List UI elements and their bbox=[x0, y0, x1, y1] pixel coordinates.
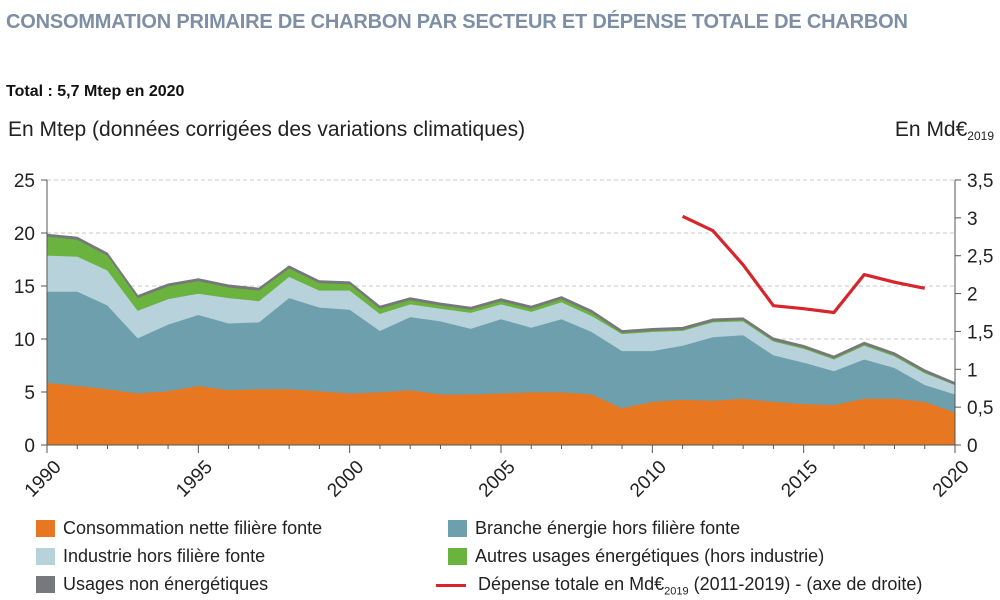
legend-item-branche-energie: Branche énergie hors filière fonte bbox=[448, 518, 740, 539]
legend-swatch bbox=[448, 520, 467, 537]
x-tick-label: 1995 bbox=[172, 457, 217, 502]
legend-swatch bbox=[36, 576, 55, 593]
y-tick-label-right: 0 bbox=[967, 436, 978, 457]
legend-label: Autres usages énergétiques (hors industr… bbox=[475, 546, 825, 566]
legend-label: Usages non énergétiques bbox=[63, 574, 269, 594]
legend-label-pre: Dépense totale en Md€ bbox=[478, 574, 665, 594]
y-tick-label-left: 10 bbox=[14, 330, 35, 351]
y-tick-label-right: 1 bbox=[967, 360, 978, 381]
x-tick-label: 1990 bbox=[21, 457, 66, 502]
x-tick-label: 2020 bbox=[929, 457, 974, 502]
legend-item-usages-non-energetiques: Usages non énergétiques bbox=[36, 574, 268, 595]
line-series-depense bbox=[681, 214, 926, 315]
y-tick-label-left: 0 bbox=[24, 436, 35, 457]
legend-item-consommation-nette: Consommation nette filière fonte bbox=[36, 518, 322, 539]
legend-item-autres-usages: Autres usages énergétiques (hors industr… bbox=[448, 546, 824, 567]
y-tick-label-left: 20 bbox=[14, 224, 35, 245]
legend-label-post: (2011-2019) - (axe de droite) bbox=[688, 574, 923, 594]
y-tick-label-right: 2,5 bbox=[967, 247, 993, 268]
y-axis-label-left: En Mtep (données corrigées des variation… bbox=[8, 118, 526, 141]
y-tick-label-right: 3,5 bbox=[967, 171, 993, 192]
legend-label-sub: 2019 bbox=[664, 585, 689, 598]
x-tick-label: 2015 bbox=[778, 457, 823, 502]
legend-swatch bbox=[36, 548, 55, 565]
legend-item-industrie: Industrie hors filière fonte bbox=[36, 546, 265, 567]
legend: Consommation nette filière fonte Branche… bbox=[36, 514, 996, 600]
y-tick-label-left: 15 bbox=[14, 277, 35, 298]
x-tick-label: 2000 bbox=[324, 457, 369, 502]
y-axis-label-right: En Md€2019 bbox=[895, 118, 994, 143]
x-tick-label: 2005 bbox=[475, 457, 520, 502]
legend-line-swatch bbox=[436, 584, 466, 588]
y-tick-label-left: 25 bbox=[14, 171, 35, 192]
y-axis-label-right-main: En Md€ bbox=[894, 118, 968, 141]
legend-swatch bbox=[448, 548, 467, 565]
y-tick-label-left: 5 bbox=[24, 383, 35, 404]
chart-subtitle: Total : 5,7 Mtep en 2020 bbox=[6, 83, 185, 100]
y-tick-label-right: 0,5 bbox=[967, 398, 993, 419]
y-tick-label-right: 1,5 bbox=[967, 322, 993, 343]
legend-item-depense-totale: Dépense totale en Md€2019 (2011-2019) - … bbox=[436, 574, 922, 598]
legend-label: Dépense totale en Md€2019 (2011-2019) - … bbox=[478, 574, 922, 598]
y-tick-label-right: 2 bbox=[967, 285, 978, 306]
legend-label: Consommation nette filière fonte bbox=[63, 518, 323, 538]
legend-swatch bbox=[36, 520, 55, 537]
y-tick-label-right: 3 bbox=[967, 209, 978, 230]
legend-label: Branche énergie hors filière fonte bbox=[475, 518, 741, 538]
x-tick-label: 2010 bbox=[626, 457, 671, 502]
legend-label: Industrie hors filière fonte bbox=[63, 546, 266, 566]
chart-title: CONSOMMATION PRIMAIRE DE CHARBON PAR SEC… bbox=[6, 11, 908, 33]
y-axis-label-right-sub: 2019 bbox=[967, 129, 994, 143]
